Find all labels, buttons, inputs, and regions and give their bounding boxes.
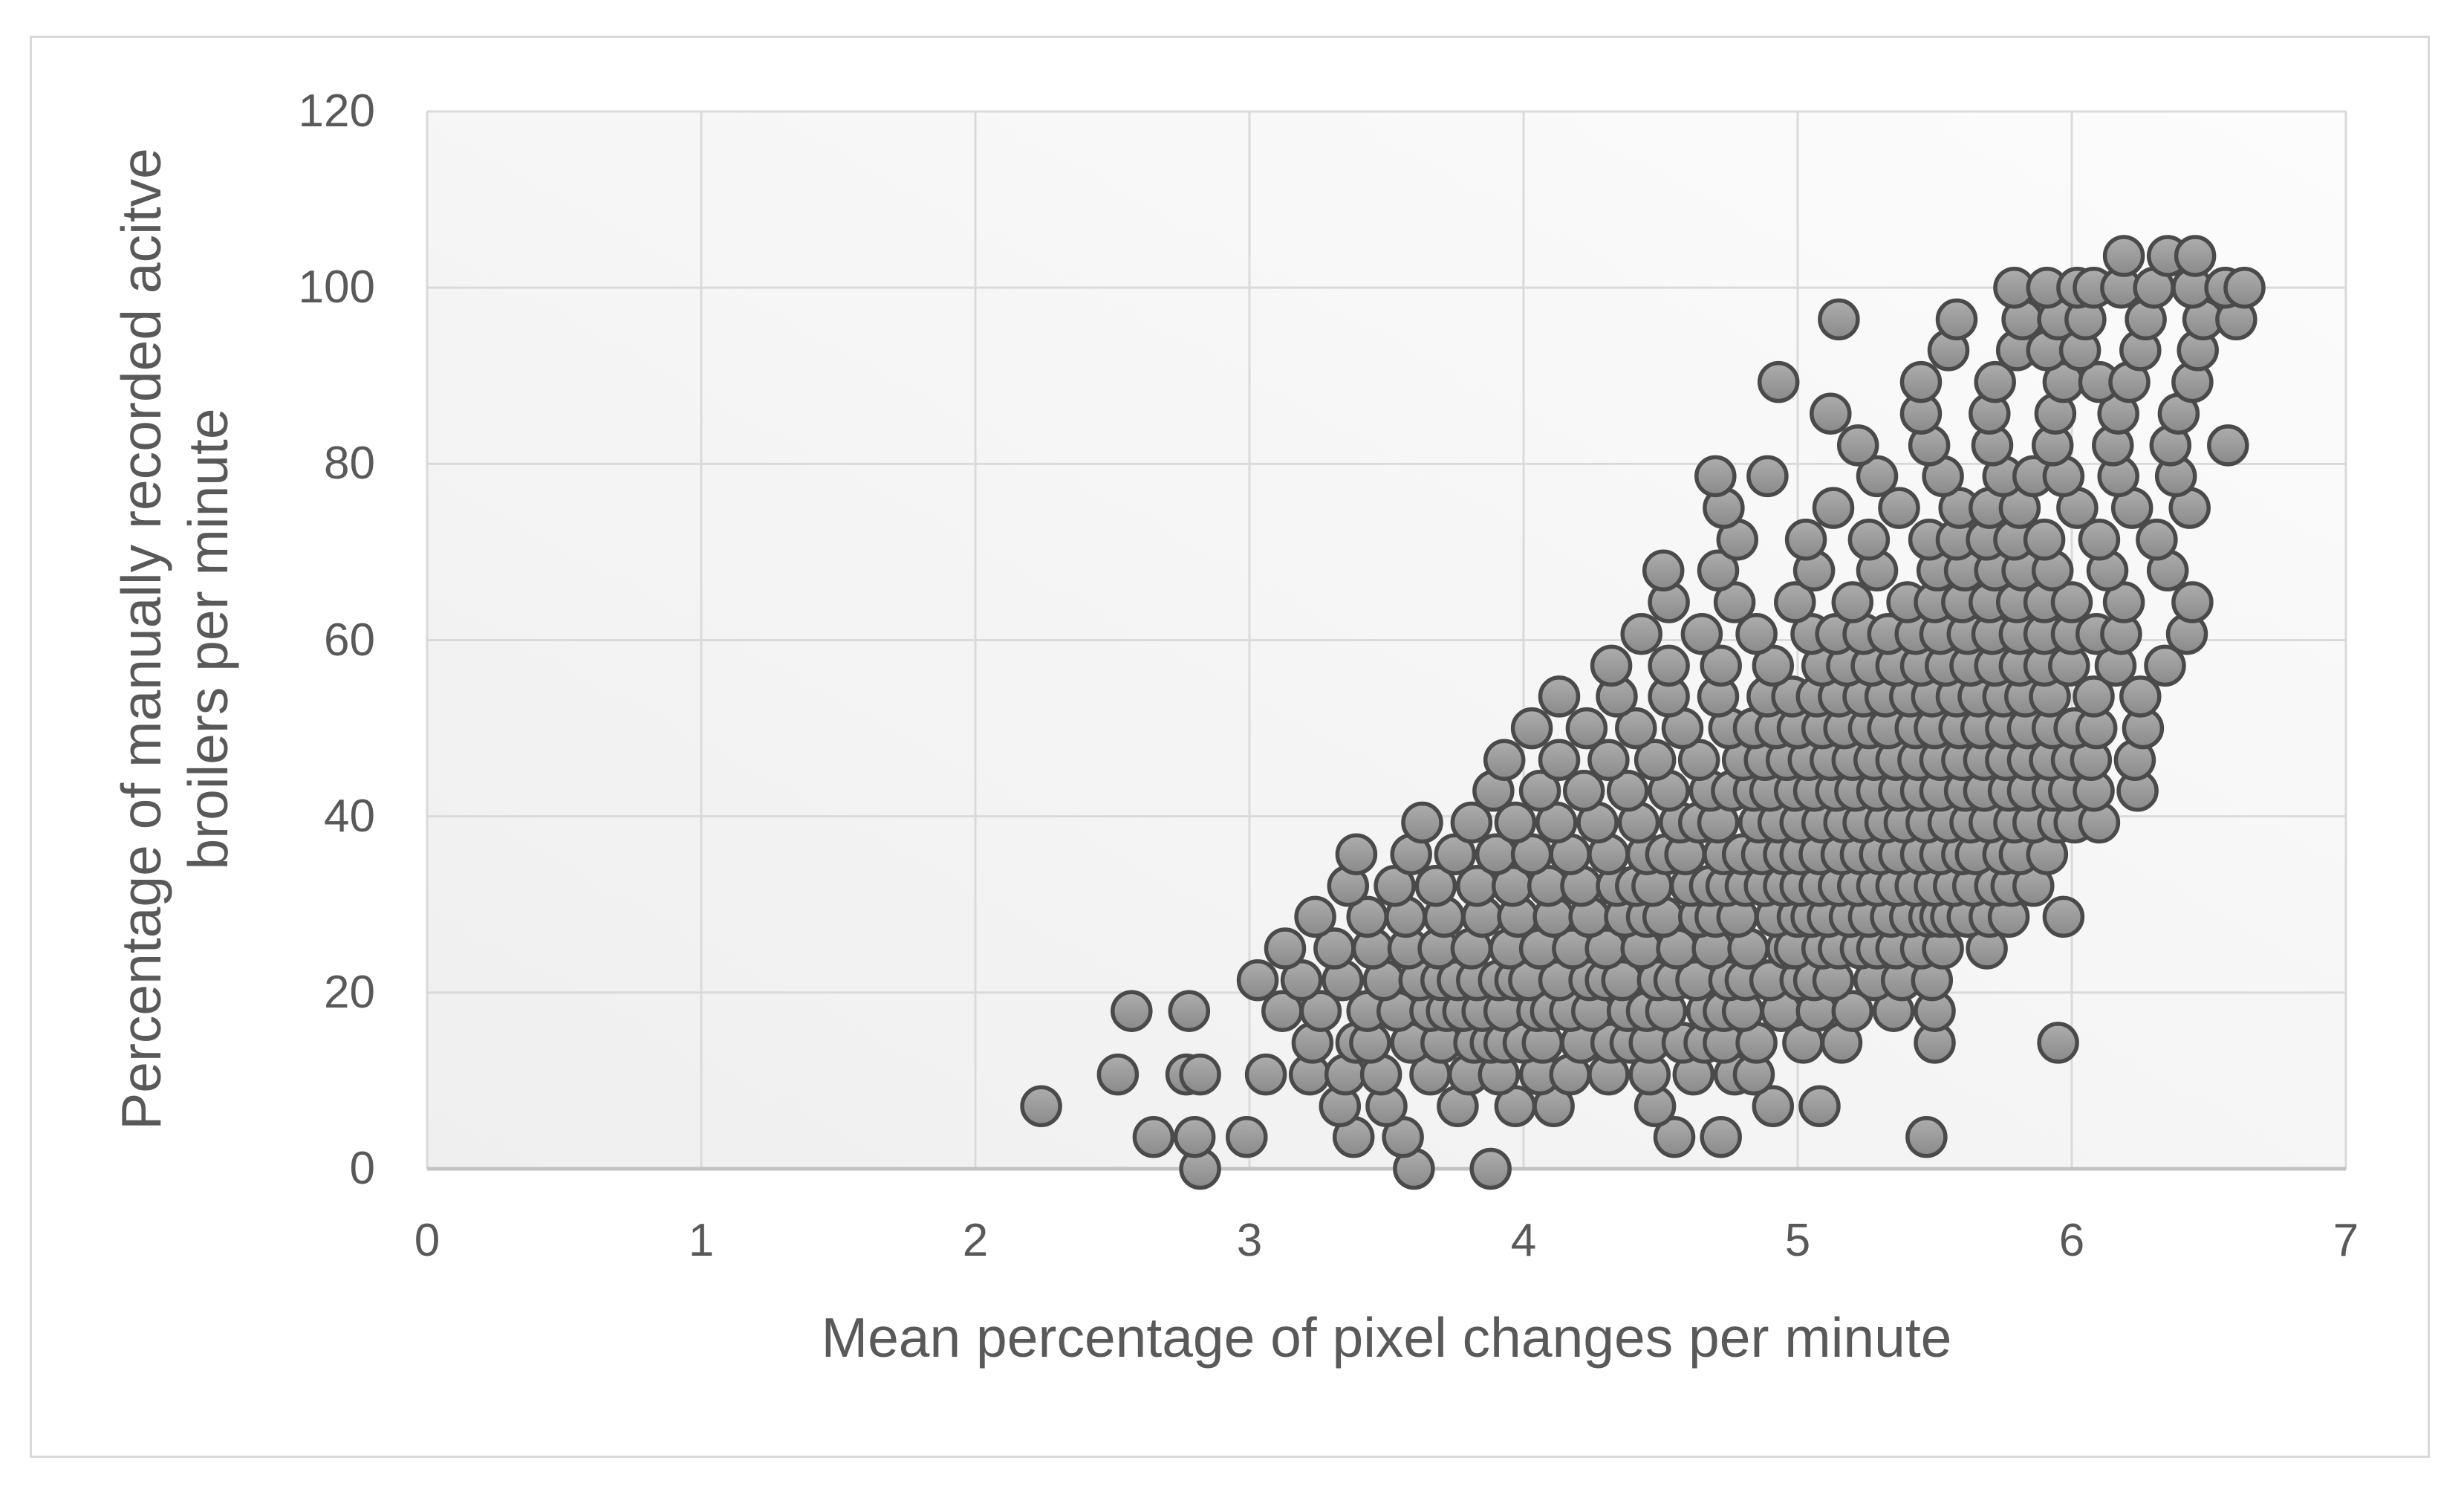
data-point: [2174, 235, 2217, 277]
data-point: [1746, 455, 1789, 498]
data-point: [1899, 360, 1943, 403]
data-point: [2078, 519, 2121, 561]
data-point: [1700, 1116, 1742, 1158]
data-point: [1856, 455, 1899, 498]
data-point: [2119, 675, 2162, 718]
data-point: [1836, 424, 1879, 467]
x-tick-label: 2: [962, 1215, 989, 1266]
y-tick-label: 60: [324, 614, 375, 666]
data-point: [1774, 581, 1816, 623]
data-point: [2144, 644, 2186, 687]
data-point: [1132, 1116, 1175, 1158]
data-point: [1810, 392, 1852, 435]
data-point: [1179, 1053, 1221, 1096]
y-tick-label: 0: [349, 1143, 375, 1194]
x-tick-label: 5: [1784, 1215, 1811, 1266]
data-point: [2223, 266, 2266, 309]
data-point: [2136, 519, 2178, 561]
data-point: [1538, 675, 1581, 718]
data-point: [1294, 895, 1336, 938]
y-tick-label: 120: [298, 85, 375, 137]
data-point: [1680, 612, 1723, 655]
data-point: [2207, 424, 2249, 467]
data-point: [2037, 1022, 2079, 1064]
data-point: [1831, 581, 1874, 623]
data-point: [1642, 549, 1685, 592]
data-point: [1168, 990, 1211, 1032]
data-point: [1697, 549, 1740, 592]
data-point: [1264, 927, 1307, 970]
data-point: [1620, 612, 1662, 655]
data-point: [1935, 298, 1978, 341]
y-tick-label: 40: [324, 790, 375, 842]
data-point: [1565, 707, 1608, 750]
data-point: [1587, 739, 1630, 782]
y-tick-label: 100: [298, 262, 375, 314]
data-point: [1653, 1116, 1696, 1158]
y-tick-label: 20: [324, 966, 375, 1018]
data-point: [1244, 1053, 1287, 1096]
data-point: [2042, 895, 2085, 938]
data-point: [1847, 519, 1891, 561]
scatter-series: [1020, 235, 2266, 1190]
data-point: [1414, 865, 1457, 907]
data-point: [1974, 360, 2016, 403]
data-point: [1335, 833, 1378, 875]
data-point: [1562, 770, 1605, 812]
data-point: [2023, 519, 2066, 561]
data-point: [1878, 487, 1920, 529]
x-tick-label: 7: [2333, 1215, 2359, 1266]
data-point: [1735, 612, 1778, 655]
data-point: [1812, 487, 1855, 529]
data-point: [1483, 739, 1526, 782]
data-point: [1648, 644, 1690, 687]
data-point: [2050, 581, 2093, 623]
y-tick-label: 80: [324, 438, 375, 490]
data-point: [2073, 675, 2115, 718]
plot-area: [426, 110, 2347, 1190]
data-point: [1173, 1116, 1216, 1158]
y-axis-title-line1: Percentage of manually recorded acitve: [110, 148, 172, 1130]
data-point: [1905, 1116, 1948, 1158]
data-point: [1615, 707, 1657, 750]
data-point: [1111, 990, 1153, 1032]
data-point: [1494, 801, 1537, 844]
data-point: [1096, 1053, 1140, 1096]
data-point: [1510, 707, 1553, 750]
x-tick-label: 1: [688, 1215, 715, 1266]
data-point: [1450, 801, 1493, 844]
data-point: [1401, 801, 1443, 844]
data-point: [1757, 360, 1800, 403]
data-point: [1831, 990, 1874, 1032]
data-point: [1469, 1147, 1512, 1190]
data-point: [1700, 644, 1742, 687]
x-tick-label: 3: [1236, 1215, 1263, 1266]
data-point: [1784, 519, 1827, 561]
data-point: [1236, 959, 1279, 1002]
data-point: [1518, 770, 1561, 812]
x-tick-label: 0: [414, 1215, 441, 1266]
data-point: [1818, 298, 1860, 341]
x-axis-title: Mean percentage of pixel changes per min…: [821, 1306, 1952, 1369]
data-point: [1694, 455, 1737, 498]
data-point: [1590, 644, 1633, 687]
data-point: [1606, 770, 1649, 812]
data-point: [2102, 235, 2145, 277]
data-point: [1020, 1085, 1062, 1128]
data-point: [1634, 739, 1677, 782]
data-point: [1538, 739, 1581, 782]
x-tick-label: 4: [1510, 1215, 1537, 1266]
data-point: [2171, 581, 2214, 623]
data-point: [1752, 1085, 1795, 1128]
data-point: [1798, 1085, 1841, 1128]
data-point: [1226, 1116, 1268, 1158]
data-point: [1299, 990, 1342, 1032]
x-tick-label: 6: [2058, 1215, 2085, 1266]
